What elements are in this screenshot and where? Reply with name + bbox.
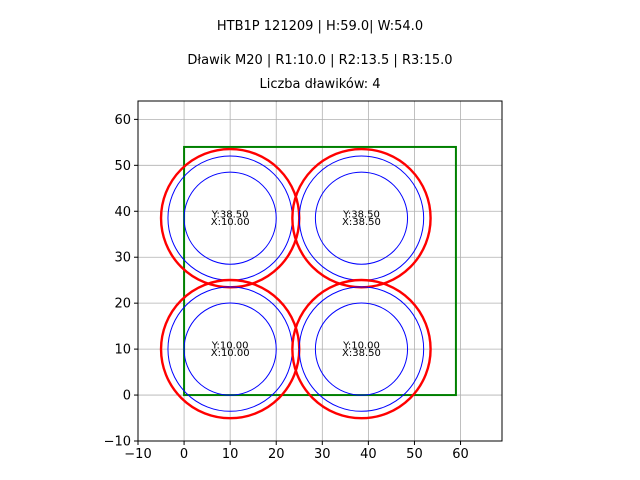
x-tick-label-1: 0 bbox=[180, 447, 188, 462]
gland-3-circle-r3 bbox=[291, 278, 432, 420]
gland-2-label-x: X:10.00 bbox=[211, 348, 250, 359]
y-tick-label-4: 30 bbox=[114, 251, 131, 266]
x-tick-label-3: 20 bbox=[268, 447, 285, 462]
gland-3-label-x: X:38.50 bbox=[342, 348, 381, 359]
gland-0-circle-r1 bbox=[183, 171, 277, 265]
chart-title-line-1: HTB1P 121209 | H:59.0| W:54.0 bbox=[216, 19, 424, 34]
marks-layer: Y:38.50X:10.00Y:38.50X:38.50Y:10.00X:10.… bbox=[159, 145, 457, 420]
grid-layer bbox=[137, 101, 502, 442]
gland-0-label-x: X:10.00 bbox=[211, 217, 250, 228]
x-tick-label-5: 40 bbox=[360, 447, 377, 462]
y-tick-label-1: 0 bbox=[123, 389, 131, 404]
y-tick-label-7: 60 bbox=[114, 113, 131, 128]
gland-3-label-y: Y:10.00 bbox=[342, 341, 380, 352]
y-tick-label-5: 40 bbox=[114, 205, 131, 220]
chart-title-line-3: Liczba dławików: 4 bbox=[259, 77, 381, 92]
gland-2-label-y: Y:10.00 bbox=[211, 341, 249, 352]
y-tick-label-3: 20 bbox=[114, 297, 131, 312]
x-tick-label-2: 10 bbox=[222, 447, 239, 462]
y-tick-label-6: 50 bbox=[114, 159, 131, 174]
x-tick-label-6: 50 bbox=[406, 447, 423, 462]
gland-3-circle-r2 bbox=[298, 286, 425, 412]
x-tick-label-4: 30 bbox=[314, 447, 331, 462]
gland-3-circle-r1 bbox=[314, 302, 409, 396]
gland-1-label-x: X:38.50 bbox=[342, 217, 381, 228]
gland-1-circle-r1 bbox=[314, 171, 409, 265]
y-tick-label-0: −10 bbox=[104, 435, 131, 450]
x-tick-label-7: 60 bbox=[452, 447, 469, 462]
gland-1-label-y: Y:38.50 bbox=[342, 210, 380, 221]
y-tick-label-2: 10 bbox=[114, 343, 131, 358]
axes-layer: −10 0 10 20 30 40 50 60 −10 0 10 20 30 40 50 60 bbox=[104, 100, 503, 462]
x-tick-label-0: −10 bbox=[124, 447, 151, 462]
gland-0-label-y: Y:38.50 bbox=[211, 210, 249, 221]
axes-frame bbox=[137, 100, 503, 442]
chart-title-line-2: Dławik M20 | R1:10.0 | R2:13.5 | R3:15.0 bbox=[187, 53, 453, 68]
gland-2-circle-r1 bbox=[183, 302, 277, 396]
